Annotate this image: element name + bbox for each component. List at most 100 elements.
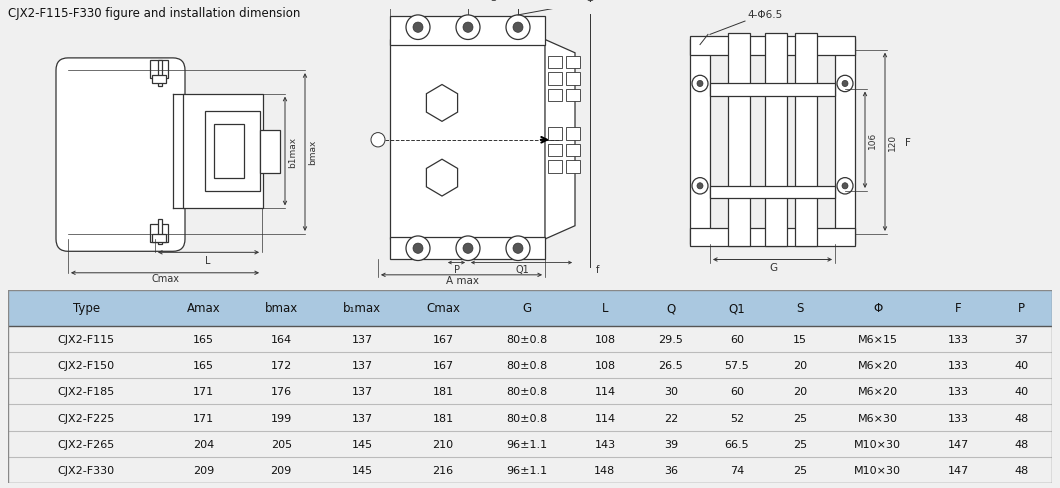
Text: L: L	[206, 255, 211, 265]
Text: 96±1.1: 96±1.1	[507, 465, 548, 475]
Text: 80±0.8: 80±0.8	[507, 386, 548, 396]
Text: CJX2-F265: CJX2-F265	[58, 439, 116, 449]
Polygon shape	[545, 41, 575, 240]
Circle shape	[842, 81, 848, 87]
Text: 167: 167	[432, 334, 454, 344]
Text: 66.5: 66.5	[724, 439, 749, 449]
Text: CJX2-F185: CJX2-F185	[58, 386, 116, 396]
Bar	[152, 234, 166, 243]
Bar	[151, 224, 167, 243]
Text: 137: 137	[352, 386, 373, 396]
Text: 22: 22	[664, 413, 678, 423]
Text: Type: Type	[73, 302, 100, 315]
Text: 96±1.1: 96±1.1	[507, 439, 548, 449]
Bar	[548, 73, 562, 85]
Text: 172: 172	[270, 360, 292, 370]
Text: CJX2-F115: CJX2-F115	[58, 334, 114, 344]
Circle shape	[506, 237, 530, 261]
Text: 114: 114	[595, 386, 616, 396]
Circle shape	[697, 81, 703, 87]
Text: G: G	[523, 302, 531, 315]
Text: 60: 60	[729, 334, 744, 344]
Text: 171: 171	[193, 413, 214, 423]
Text: CJX2-F330: CJX2-F330	[58, 465, 114, 475]
Text: 40: 40	[1014, 360, 1028, 370]
Bar	[566, 128, 580, 141]
Text: b1max: b1max	[288, 136, 297, 167]
Circle shape	[406, 16, 430, 41]
Circle shape	[371, 133, 385, 148]
Bar	[390, 238, 545, 260]
Bar	[710, 84, 835, 97]
Text: 165: 165	[193, 334, 214, 344]
Bar	[566, 161, 580, 173]
Circle shape	[513, 244, 523, 254]
Text: 143: 143	[595, 439, 616, 449]
Text: 164: 164	[270, 334, 292, 344]
Text: M6×30: M6×30	[858, 413, 898, 423]
Text: 36: 36	[664, 465, 678, 475]
Text: CJX2-F115-F330 figure and installation dimension: CJX2-F115-F330 figure and installation d…	[8, 7, 301, 20]
Bar	[214, 125, 244, 178]
Text: S: S	[490, 0, 496, 2]
Text: 167: 167	[432, 360, 454, 370]
Text: P: P	[1018, 302, 1025, 315]
Bar	[158, 219, 162, 244]
Bar	[566, 89, 580, 102]
Text: 148: 148	[595, 465, 616, 475]
Text: L: L	[602, 302, 608, 315]
Circle shape	[692, 76, 708, 93]
Text: M6×15: M6×15	[858, 334, 898, 344]
Text: 209: 209	[193, 465, 214, 475]
Circle shape	[456, 237, 480, 261]
Bar	[795, 34, 817, 246]
Text: 25: 25	[793, 465, 807, 475]
Bar	[566, 73, 580, 85]
Text: 114: 114	[595, 413, 616, 423]
Text: 48: 48	[1014, 439, 1028, 449]
Bar	[548, 144, 562, 157]
Text: 106: 106	[868, 132, 877, 149]
Bar	[390, 17, 545, 45]
Bar	[151, 61, 167, 79]
Text: 80±0.8: 80±0.8	[507, 360, 548, 370]
Bar	[566, 57, 580, 69]
Text: 4-Φ6.5: 4-Φ6.5	[747, 10, 782, 20]
Text: 133: 133	[948, 413, 969, 423]
Text: bmax: bmax	[265, 302, 298, 315]
Circle shape	[837, 178, 853, 195]
Text: M6×20: M6×20	[858, 360, 898, 370]
Bar	[390, 41, 545, 240]
Text: 133: 133	[948, 360, 969, 370]
Circle shape	[463, 244, 473, 254]
Text: 52: 52	[729, 413, 744, 423]
Text: 165: 165	[193, 360, 214, 370]
Text: CJX2-F150: CJX2-F150	[58, 360, 114, 370]
Text: 145: 145	[352, 465, 373, 475]
Text: M10×30: M10×30	[854, 465, 901, 475]
Text: 108: 108	[595, 360, 616, 370]
Text: G: G	[768, 262, 777, 272]
Text: 15: 15	[793, 334, 807, 344]
Text: Φ: Φ	[585, 0, 595, 3]
Text: 210: 210	[432, 439, 454, 449]
Bar	[690, 38, 855, 56]
Bar	[8, 290, 1052, 326]
Text: 48: 48	[1014, 465, 1028, 475]
Text: 20: 20	[793, 386, 807, 396]
Text: F: F	[955, 302, 961, 315]
Text: Q1: Q1	[728, 302, 745, 315]
Text: 80±0.8: 80±0.8	[507, 413, 548, 423]
Text: Amax: Amax	[187, 302, 220, 315]
Text: f: f	[597, 264, 600, 274]
Text: 120: 120	[888, 134, 897, 151]
Bar	[566, 144, 580, 157]
Text: 209: 209	[270, 465, 292, 475]
Text: 181: 181	[432, 386, 454, 396]
Circle shape	[456, 16, 480, 41]
Polygon shape	[426, 85, 458, 122]
Text: 80±0.8: 80±0.8	[507, 334, 548, 344]
Bar	[690, 41, 710, 244]
Text: Cmax: Cmax	[426, 302, 460, 315]
Circle shape	[697, 183, 703, 189]
